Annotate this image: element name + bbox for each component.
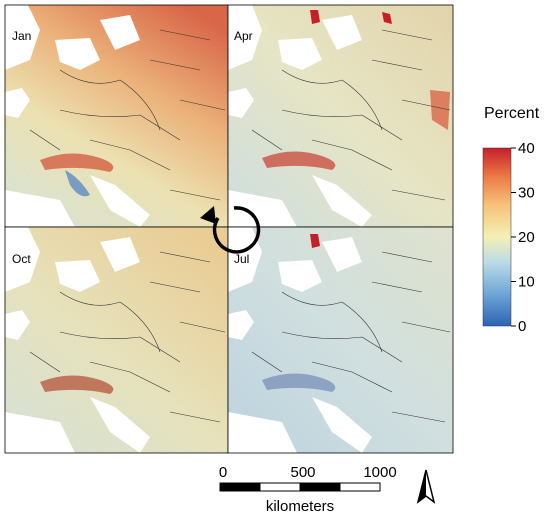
- legend: Percent 40 30 20 10 0: [482, 105, 540, 335]
- panel-label-apr: Apr: [234, 29, 253, 43]
- scalebar-tick-1000: 1000: [363, 464, 396, 481]
- scalebar-tick-500: 500: [290, 464, 315, 481]
- scalebar-tick-0: 0: [219, 464, 227, 481]
- legend-tick-label: 10: [518, 274, 535, 291]
- legend-colorbar: [482, 147, 512, 327]
- panel-label-jan: Jan: [12, 29, 31, 43]
- circular-arrow-icon: [200, 206, 261, 254]
- map-panel-oct: [5, 227, 228, 453]
- legend-tick-label: 40: [518, 140, 535, 157]
- scale-bar: 0 500 1000 kilometers: [219, 464, 397, 515]
- map-panel-jul: [228, 227, 453, 453]
- north-arrow-icon: [416, 469, 436, 504]
- map-panel-apr: [228, 5, 453, 227]
- panel-label-oct: Oct: [12, 252, 31, 266]
- map-panel-jan: [5, 5, 228, 227]
- panel-label-jul: Jul: [234, 252, 249, 266]
- scalebar-unit: kilometers: [266, 498, 334, 515]
- legend-tick-label: 0: [518, 318, 526, 335]
- legend-tick-label: 20: [518, 229, 535, 246]
- legend-title: Percent: [484, 105, 540, 122]
- legend-tick-label: 30: [518, 185, 535, 202]
